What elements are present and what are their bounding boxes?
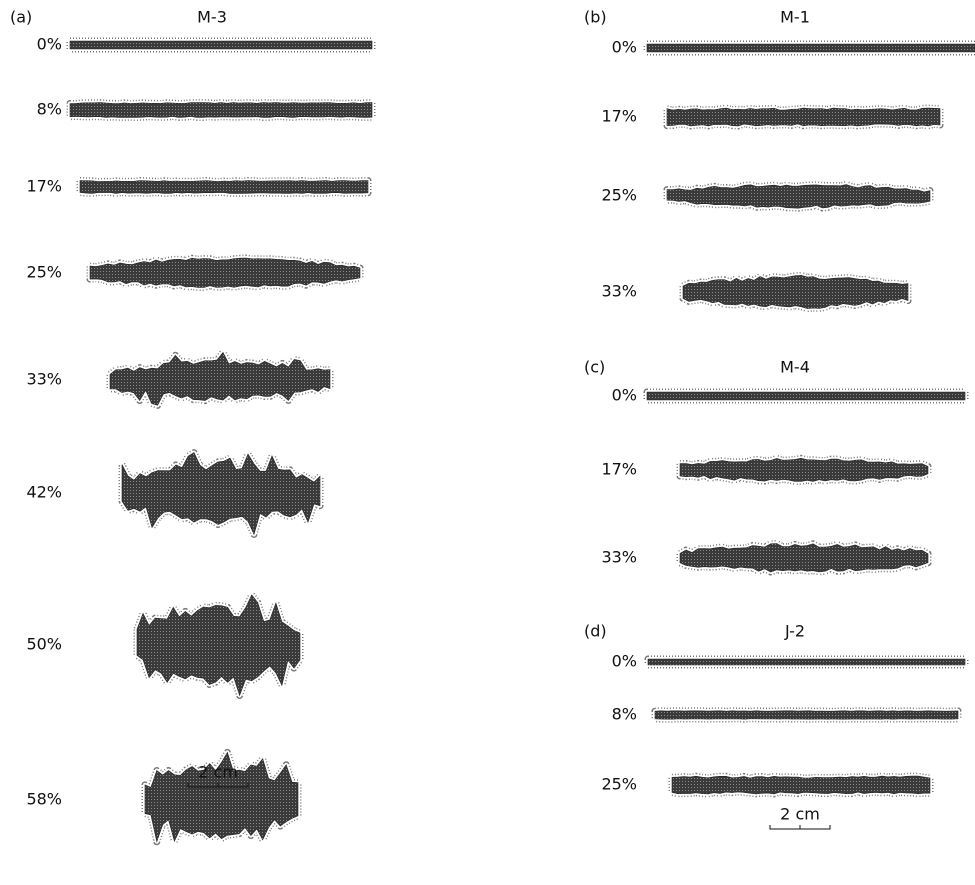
scale-bar xyxy=(770,825,830,829)
row-label: 0% xyxy=(612,38,637,57)
panel-label: (a) xyxy=(10,8,32,27)
panel-title: M-4 xyxy=(780,358,810,377)
panel-label: (b) xyxy=(584,8,607,27)
row-label: 50% xyxy=(26,635,62,654)
sample-shape xyxy=(80,181,368,194)
page: {"panels": [ {"label": "(a)", "title": "… xyxy=(0,0,975,881)
sample-shape xyxy=(648,659,965,665)
row-label: 42% xyxy=(26,483,62,502)
row-label: 25% xyxy=(26,263,62,282)
panel-label: (d) xyxy=(584,622,607,641)
row-label: 33% xyxy=(601,548,637,567)
row-label: 8% xyxy=(37,100,62,119)
sample-shape xyxy=(122,453,320,535)
sample-shape xyxy=(667,108,940,126)
figure: (a) M-3 0% 8% 17% 25% 33% 42% 50% 58% 2 cm (b) M-1 0%… xyxy=(0,0,975,881)
row-label: 17% xyxy=(601,460,637,479)
scale-label: 2 cm xyxy=(198,763,238,782)
panel-title: J-2 xyxy=(784,622,805,641)
sample-shape xyxy=(647,392,965,400)
row-label: 0% xyxy=(612,652,637,671)
sample-shape xyxy=(647,44,975,52)
row-label: 0% xyxy=(612,386,637,405)
row-label: 25% xyxy=(601,775,637,794)
row-label: 25% xyxy=(601,186,637,205)
row-label: 8% xyxy=(612,705,637,724)
row-label: 0% xyxy=(37,35,62,54)
row-label: 33% xyxy=(601,282,637,301)
panel-label: (c) xyxy=(584,358,605,377)
row-label: 17% xyxy=(26,177,62,196)
sample-shape xyxy=(70,41,372,49)
sample-shape xyxy=(655,711,958,719)
scale-label: 2 cm xyxy=(780,805,820,824)
panel-title: M-1 xyxy=(780,8,810,27)
sample-shape xyxy=(672,776,930,794)
row-label: 33% xyxy=(26,370,62,389)
sample-shape xyxy=(70,103,372,118)
panel-title: M-3 xyxy=(197,8,227,27)
row-label: 17% xyxy=(601,107,637,126)
row-label: 58% xyxy=(26,790,62,809)
